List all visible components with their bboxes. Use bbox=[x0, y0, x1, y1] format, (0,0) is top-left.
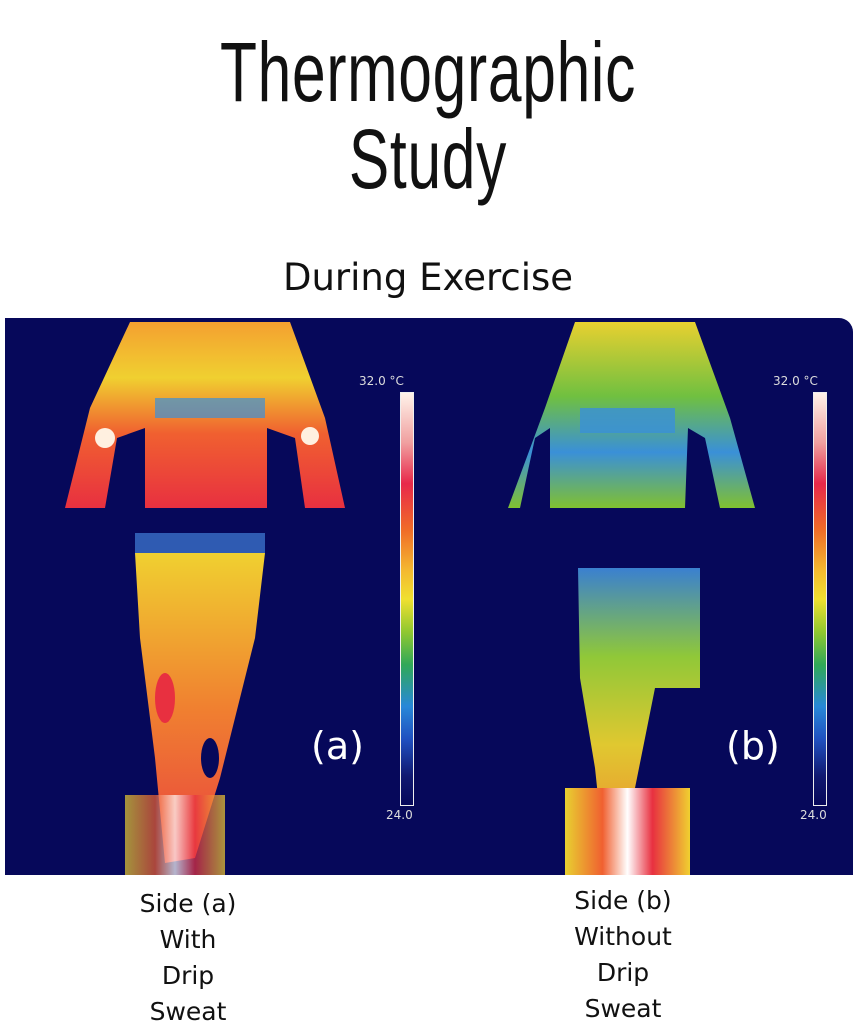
caption-line: Side (b) bbox=[574, 886, 672, 915]
color-scale-bar-a bbox=[400, 392, 414, 806]
panel-label-b: (b) bbox=[726, 724, 780, 768]
thermal-image: 32.0 °C 24.0 (a) 32.0 °C 24.0 (b) bbox=[5, 318, 853, 875]
caption-line: Without bbox=[574, 922, 672, 951]
caption-a: Side (a) With Drip Sweat bbox=[58, 886, 318, 1030]
figure-a bbox=[65, 322, 345, 875]
caption-b: Side (b) Without Drip Sweat bbox=[493, 883, 753, 1027]
caption-line: With bbox=[159, 925, 217, 954]
panel-label-a: (a) bbox=[311, 724, 364, 768]
caption-line: Drip bbox=[596, 958, 650, 987]
title-line-2: Study bbox=[348, 112, 508, 206]
scale-max-label-a: 32.0 °C bbox=[359, 374, 404, 388]
color-scale-bar-b bbox=[813, 392, 827, 806]
scale-max-label-b: 32.0 °C bbox=[773, 374, 818, 388]
figure-b bbox=[508, 322, 755, 875]
scale-min-label-a: 24.0 bbox=[386, 808, 413, 822]
title-line-1: Thermographic bbox=[219, 25, 637, 119]
scale-min-label-b: 24.0 bbox=[800, 808, 827, 822]
caption-line: Sweat bbox=[584, 994, 662, 1023]
caption-line: Drip bbox=[161, 961, 215, 990]
caption-line: Side (a) bbox=[139, 889, 237, 918]
subtitle: During Exercise bbox=[282, 256, 574, 299]
thermal-figures bbox=[65, 322, 755, 875]
caption-line: Sweat bbox=[149, 997, 227, 1026]
